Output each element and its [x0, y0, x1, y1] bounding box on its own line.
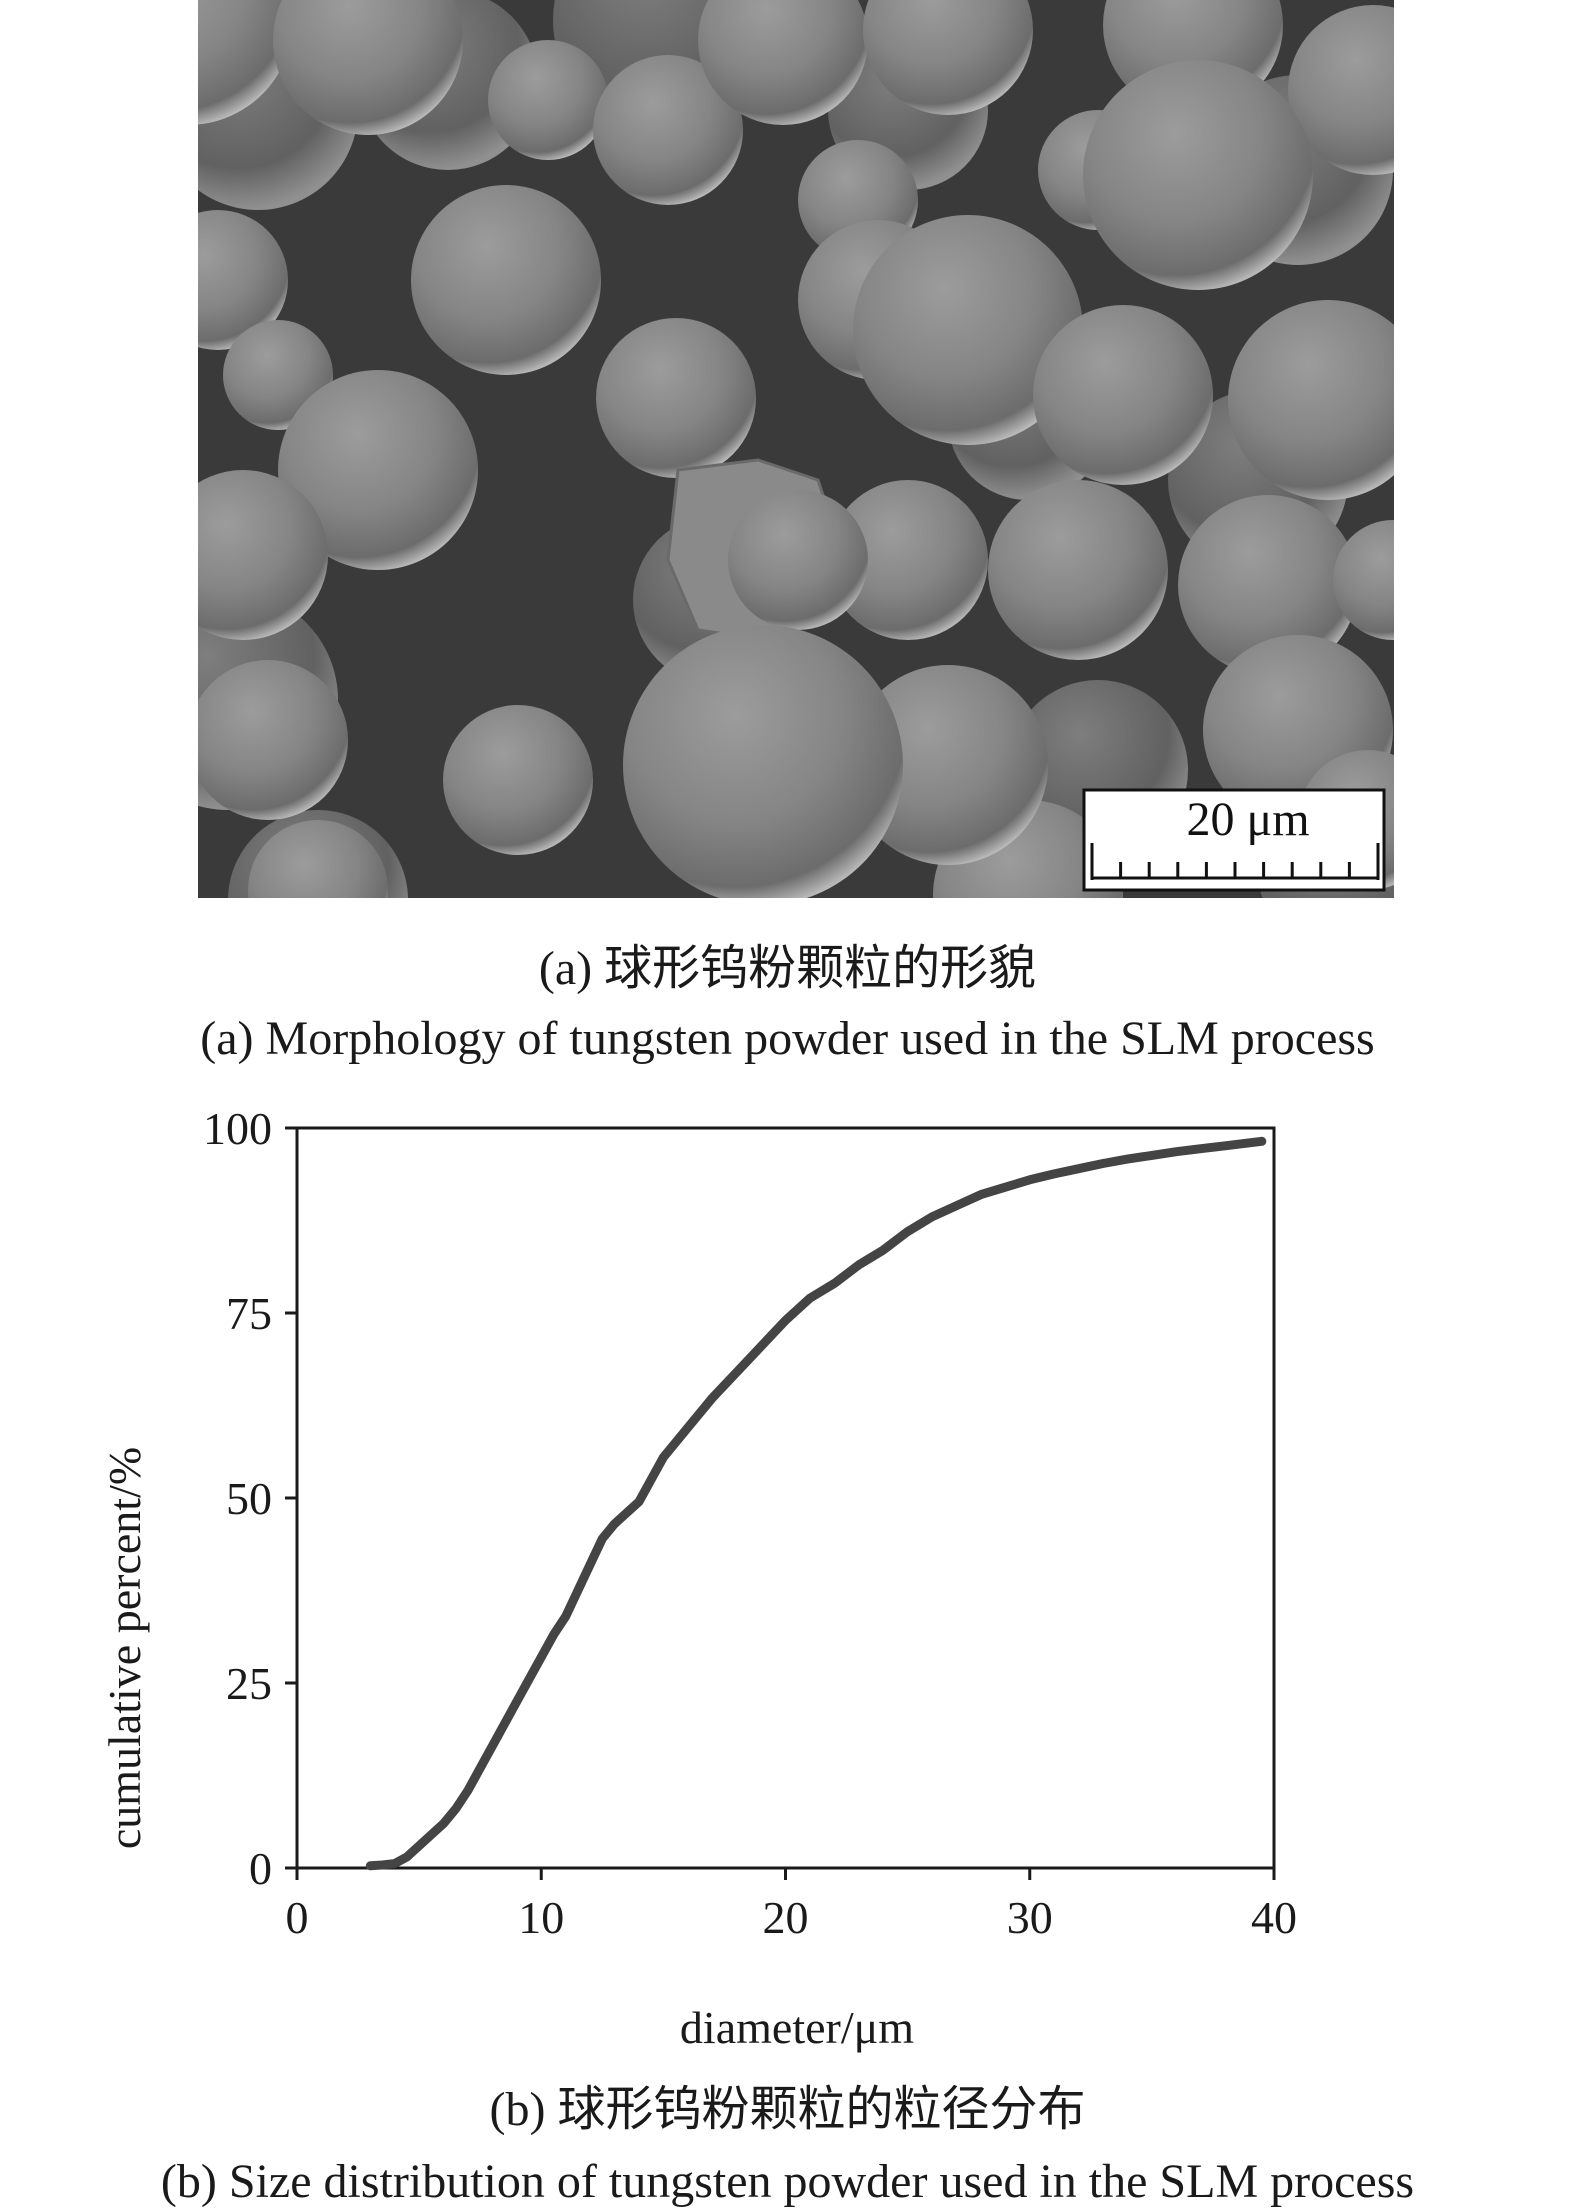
plot-area-frame	[295, 1126, 1276, 1870]
size-distribution-chart: 0 10 20 30 40 0 25 50 75 100 diameter/μm cumulat…	[0, 1085, 1575, 2095]
sem-micrograph: 20 μm	[198, 0, 1394, 898]
figure-a-caption-cn: (a) 球形钨粉颗粒的形貌	[538, 942, 1037, 995]
x-tick-label: 40	[1251, 1892, 1297, 1943]
y-axis-title: cumulative percent/%	[99, 1447, 150, 1849]
x-tick-label: 20	[763, 1892, 809, 1943]
x-tick-label: 30	[1007, 1892, 1053, 1943]
figure-b-caption-cn: (b) 球形钨粉颗粒的粒径分布	[489, 2083, 1086, 2136]
powder-particles	[198, 0, 1394, 898]
y-tick-label: 100	[203, 1103, 272, 1154]
y-tick-label: 75	[226, 1288, 272, 1339]
y-tick-label: 0	[249, 1843, 272, 1894]
figure-a-caption-en: (a) Morphology of tungsten powder used i…	[200, 1012, 1375, 1065]
x-tick-label: 10	[518, 1892, 564, 1943]
cumulative-distribution-line	[365, 1136, 1267, 1871]
figure-b-caption-en: (b) Size distribution of tungsten powder…	[160, 2155, 1415, 2208]
x-axis-title: diameter/μm	[680, 2002, 914, 2053]
y-tick-label: 50	[226, 1473, 272, 1524]
x-tick-label: 0	[286, 1892, 309, 1943]
y-tick-label: 25	[226, 1658, 272, 1709]
scale-bar-label: 20 μm	[1186, 793, 1309, 846]
scale-bar: 20 μm	[1082, 788, 1386, 892]
